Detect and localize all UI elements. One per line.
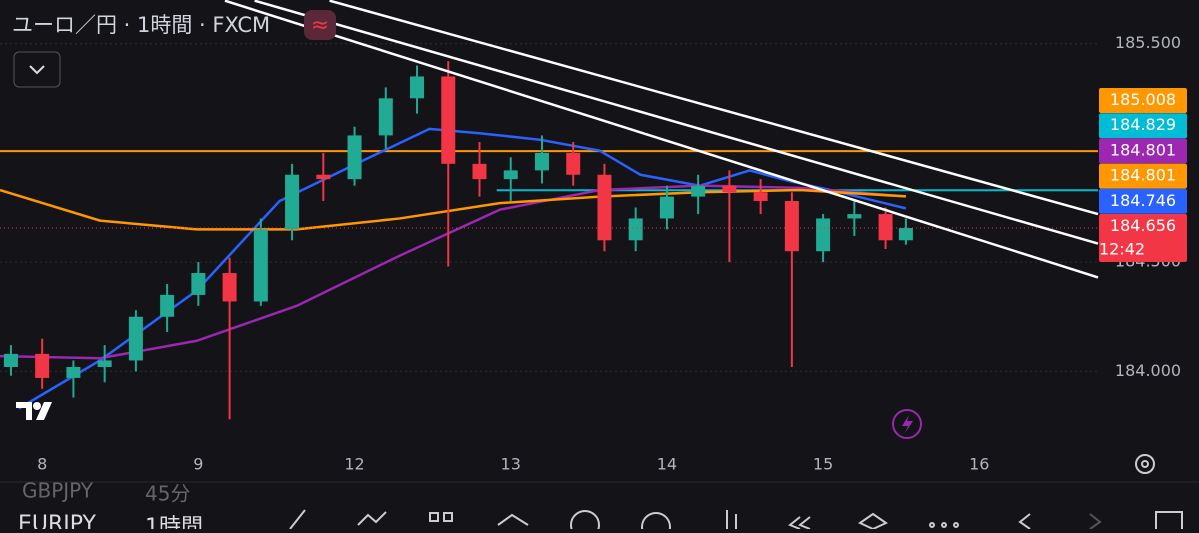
candle-body [347, 135, 362, 180]
price-label: 184.746 [1110, 191, 1176, 210]
draw-icon[interactable] [289, 509, 306, 530]
x-tick-label: 12 [344, 455, 364, 474]
candle-body [597, 174, 612, 241]
price-label: 184.656 [1110, 216, 1176, 235]
indicator-icon[interactable] [497, 513, 529, 526]
indicator-toggle[interactable]: ≈ [304, 10, 336, 40]
undo-icon[interactable] [1018, 513, 1031, 530]
x-tick-label: 15 [813, 455, 833, 474]
candle-body [847, 214, 862, 219]
add-icon[interactable] [570, 510, 600, 533]
candle-body [3, 353, 18, 367]
candle-body [722, 185, 737, 193]
moving-average [18, 127, 907, 410]
price-label: 184.829 [1110, 115, 1176, 134]
candle-body [160, 294, 175, 317]
x-tick-label: 16 [969, 455, 989, 474]
trend-line [329, 0, 1099, 216]
collapse-button[interactable] [13, 51, 61, 88]
candle-body [628, 218, 643, 241]
price-label-box [1099, 113, 1187, 139]
candle-body [784, 200, 799, 252]
price-label: 184.801 [1110, 166, 1176, 185]
candle-body [222, 273, 237, 302]
price-label: 184.801 [1110, 140, 1176, 159]
redo-icon[interactable] [1089, 513, 1102, 530]
price-label: 185.008 [1110, 90, 1176, 109]
chart-title: ユーロ／円 · 1時間 · FXCM [12, 13, 270, 37]
price-label-box [1099, 214, 1187, 262]
price-label-box [1099, 138, 1187, 164]
price-label-box [1099, 163, 1187, 189]
candle-body [410, 76, 425, 99]
alert-icon[interactable] [641, 512, 671, 533]
candle-body [534, 152, 549, 171]
x-tick-label: 14 [657, 455, 677, 474]
candle-body [97, 360, 112, 367]
candle-body [253, 229, 268, 302]
candle-body [691, 185, 706, 197]
y-tick-label: 185.500 [1115, 33, 1181, 52]
trend-line [254, 0, 1099, 245]
candle-body [285, 174, 300, 230]
candle-body [753, 192, 768, 201]
moving-average [0, 188, 906, 231]
candle-body [128, 316, 143, 361]
candle-body [816, 218, 831, 252]
x-tick-label: 9 [193, 455, 203, 474]
x-tick-label: 13 [501, 455, 521, 474]
tab-symbol[interactable]: GBPJPY [22, 479, 94, 503]
tab-symbol[interactable]: EURJPY [18, 512, 97, 533]
settings-button[interactable] [1135, 454, 1155, 474]
tab-interval[interactable]: 45分 [145, 482, 190, 506]
plot: 185.500184.500184.000891213141516185.008… [0, 0, 1187, 474]
moving-average [0, 184, 906, 360]
candle-body [878, 214, 893, 241]
candle-body [566, 152, 581, 175]
layout-icon[interactable] [429, 512, 439, 522]
bottom-toolbar [289, 509, 1183, 533]
candle-icon[interactable] [726, 510, 737, 529]
replay-icon[interactable] [788, 516, 811, 530]
layers-icon[interactable] [857, 512, 889, 531]
lightning-button[interactable] [892, 409, 922, 439]
tv-logo [16, 402, 52, 420]
price-label-box [1099, 88, 1187, 113]
candle-body [441, 76, 456, 164]
x-tick-label: 8 [37, 455, 47, 474]
candle-body [316, 174, 331, 180]
candle-body [66, 366, 81, 378]
countdown: 12:42 [1099, 240, 1145, 259]
candle-body [659, 196, 674, 219]
price-label-box [1099, 188, 1187, 214]
trend-line [224, 0, 1099, 279]
trend-icon[interactable] [357, 511, 387, 526]
tab-interval[interactable]: 1時間 [145, 515, 203, 533]
candle-body [191, 273, 206, 295]
candle-body [898, 228, 913, 241]
more-icon[interactable] [929, 522, 935, 528]
candle-body [35, 353, 50, 378]
candle-body [378, 98, 393, 136]
candle-body [472, 163, 487, 180]
y-tick-label: 184.000 [1115, 361, 1181, 380]
svg-text:≈: ≈ [311, 13, 329, 38]
candle-body [503, 170, 518, 180]
